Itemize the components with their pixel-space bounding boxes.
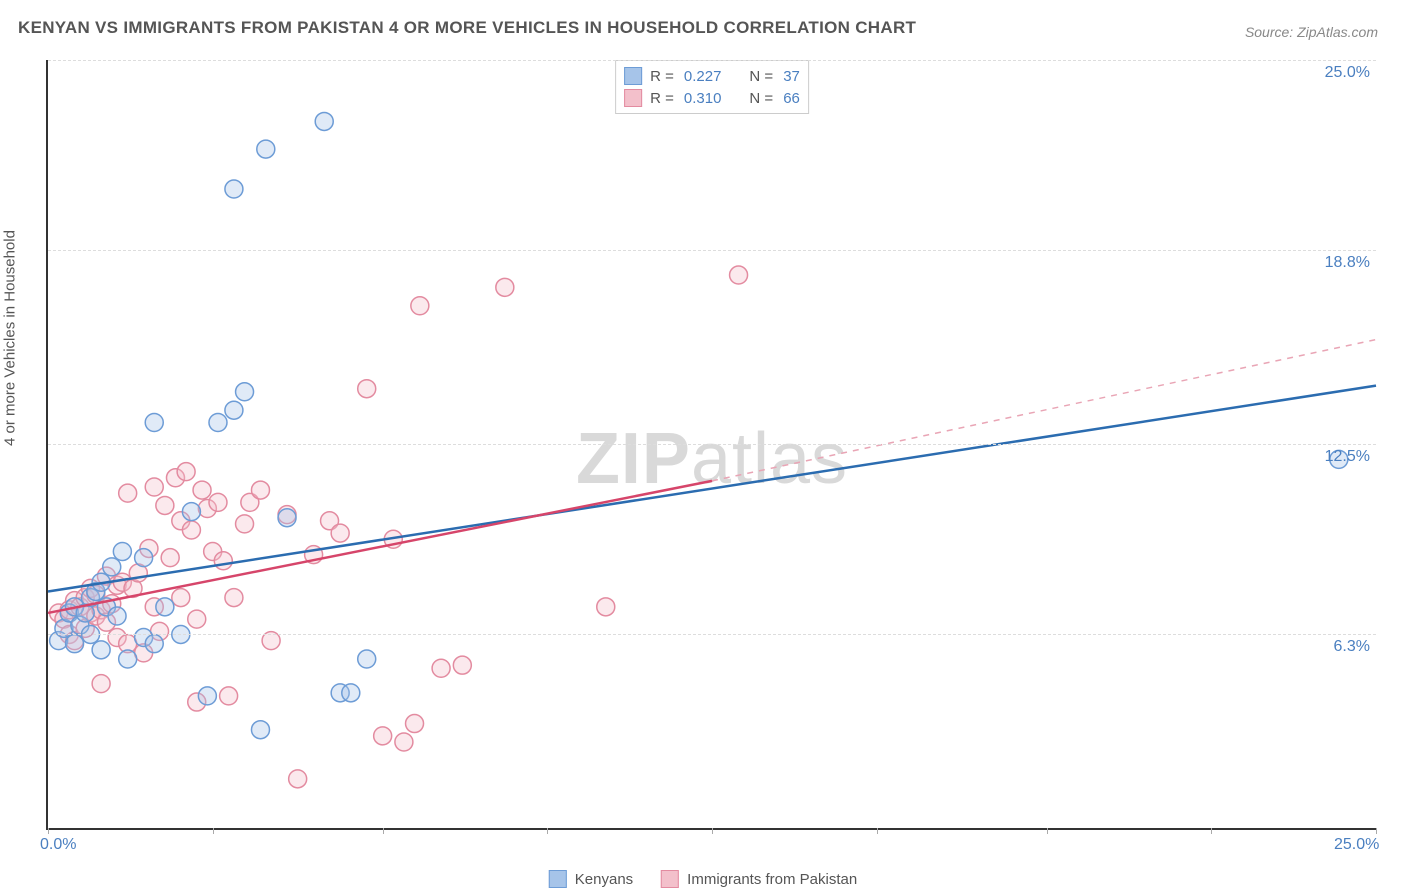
scatter-point xyxy=(225,589,243,607)
gridline xyxy=(48,60,1376,61)
scatter-point xyxy=(119,650,137,668)
scatter-point xyxy=(342,684,360,702)
scatter-point xyxy=(119,484,137,502)
y-tick-label: 12.5% xyxy=(1325,448,1370,466)
scatter-point xyxy=(182,521,200,539)
x-tick-mark xyxy=(547,828,548,834)
x-tick-mark xyxy=(712,828,713,834)
plot-area: ZIPatlas R = 0.227 N = 37 R = 0.310 N = … xyxy=(46,60,1376,830)
scatter-point xyxy=(597,598,615,616)
scatter-point xyxy=(331,524,349,542)
scatter-point xyxy=(358,650,376,668)
legend-item-kenyans: Kenyans xyxy=(549,870,633,888)
x-tick-mark xyxy=(877,828,878,834)
x-tick-label: 0.0% xyxy=(40,836,76,854)
scatter-point xyxy=(374,727,392,745)
scatter-point xyxy=(236,383,254,401)
scatter-point xyxy=(193,481,211,499)
scatter-point xyxy=(453,656,471,674)
scatter-point xyxy=(156,496,174,514)
scatter-point xyxy=(289,770,307,788)
y-tick-label: 18.8% xyxy=(1325,254,1370,272)
scatter-point xyxy=(225,401,243,419)
trend-line-pakistan-dashed xyxy=(712,340,1376,481)
scatter-point xyxy=(145,478,163,496)
scatter-point xyxy=(496,278,514,296)
x-tick-mark xyxy=(1376,828,1377,834)
swatch-kenyans-icon xyxy=(549,870,567,888)
x-tick-mark xyxy=(383,828,384,834)
scatter-point xyxy=(135,549,153,567)
scatter-point xyxy=(92,641,110,659)
x-tick-mark xyxy=(213,828,214,834)
scatter-point xyxy=(145,635,163,653)
chart-title: KENYAN VS IMMIGRANTS FROM PAKISTAN 4 OR … xyxy=(18,18,916,38)
scatter-point xyxy=(108,607,126,625)
scatter-point xyxy=(251,721,269,739)
scatter-point xyxy=(225,180,243,198)
scatter-point xyxy=(214,552,232,570)
scatter-point xyxy=(161,549,179,567)
swatch-pakistan-icon xyxy=(661,870,679,888)
scatter-point xyxy=(113,543,131,561)
scatter-point xyxy=(236,515,254,533)
scatter-point xyxy=(103,558,121,576)
x-tick-mark xyxy=(1211,828,1212,834)
x-tick-mark xyxy=(1047,828,1048,834)
source-label: Source: ZipAtlas.com xyxy=(1245,24,1378,40)
scatter-point xyxy=(198,687,216,705)
legend-item-pakistan: Immigrants from Pakistan xyxy=(661,870,857,888)
x-tick-label: 25.0% xyxy=(1334,836,1379,854)
y-tick-label: 6.3% xyxy=(1334,638,1370,656)
scatter-point xyxy=(278,509,296,527)
scatter-point xyxy=(315,112,333,130)
legend-series: Kenyans Immigrants from Pakistan xyxy=(549,870,857,888)
scatter-point xyxy=(182,503,200,521)
scatter-point xyxy=(156,598,174,616)
y-tick-label: 25.0% xyxy=(1325,64,1370,82)
scatter-point xyxy=(406,715,424,733)
scatter-point xyxy=(411,297,429,315)
gridline xyxy=(48,634,1376,635)
scatter-point xyxy=(209,493,227,511)
scatter-point xyxy=(432,659,450,677)
gridline xyxy=(48,444,1376,445)
y-axis-label: 4 or more Vehicles in Household xyxy=(2,230,19,446)
scatter-point xyxy=(209,413,227,431)
scatter-point xyxy=(358,380,376,398)
scatter-point xyxy=(177,463,195,481)
scatter-point xyxy=(251,481,269,499)
scatter-point xyxy=(730,266,748,284)
scatter-point xyxy=(92,675,110,693)
x-tick-mark xyxy=(48,828,49,834)
gridline xyxy=(48,250,1376,251)
scatter-point xyxy=(188,610,206,628)
trend-line-kenyans xyxy=(48,386,1376,592)
scatter-point xyxy=(66,635,84,653)
scatter-point xyxy=(172,589,190,607)
scatter-point xyxy=(395,733,413,751)
scatter-point xyxy=(145,413,163,431)
scatter-point xyxy=(257,140,275,158)
scatter-point xyxy=(220,687,238,705)
